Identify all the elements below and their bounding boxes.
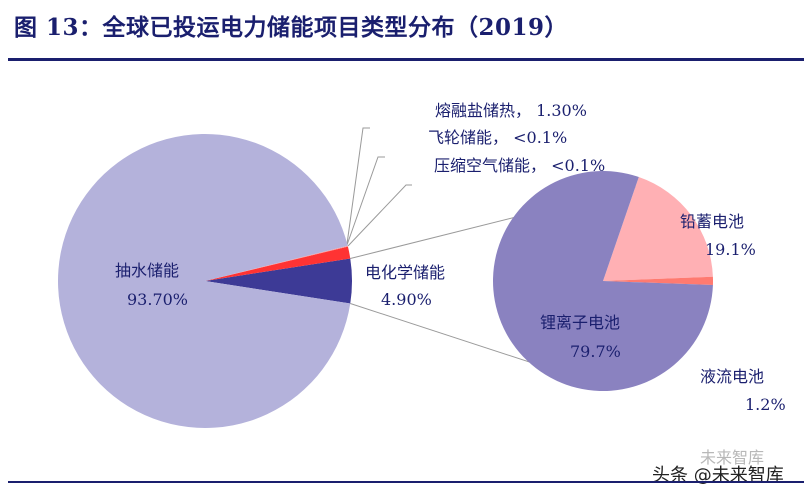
title-rule — [8, 58, 804, 61]
watermark-main: 头条 @未来智库 — [652, 465, 784, 486]
slice-lead — [603, 176, 713, 281]
label-flywheel-sep: ， — [492, 128, 513, 147]
label-pumped-name: 抽水储能 — [115, 261, 179, 280]
leader-line-molten-salt — [346, 127, 370, 245]
label-molten-salt: 熔融盐储热， 1.30% — [435, 101, 587, 120]
label-flow-name: 液流电池 — [700, 367, 764, 386]
label-molten-salt-sep: ， — [515, 101, 536, 120]
electrochemical-breakdown-pie — [493, 170, 714, 391]
label-pumped-value: 93.70% — [127, 290, 188, 309]
label-flywheel-value: <0.1% — [513, 128, 567, 147]
main-pie — [57, 133, 352, 428]
leader-line-compressed-air — [347, 184, 412, 247]
slice-compressed-air — [205, 245, 348, 281]
label-electrochemical-name: 电化学储能 — [365, 263, 445, 282]
label-lead-name: 铅蓄电池 — [680, 212, 744, 231]
chart-title: 图 13：全球已投运电力储能项目类型分布（2019） — [14, 14, 569, 41]
label-compressed-air-sep: ， — [530, 156, 551, 175]
label-molten-salt-name: 熔融盐储热 — [435, 101, 515, 120]
label-compressed-air-value: <0.1% — [551, 156, 605, 175]
label-compressed-air: 压缩空气储能， <0.1% — [434, 156, 605, 175]
slice-pumped — [57, 133, 351, 428]
label-compressed-air-name: 压缩空气储能 — [434, 156, 530, 175]
label-flow-value: 1.2% — [745, 395, 786, 414]
slice-lithium — [493, 170, 713, 391]
label-lithium-value: 79.7% — [570, 342, 621, 361]
footer-rule — [8, 481, 804, 483]
watermark-faint: 未来智库 — [700, 448, 765, 467]
slice-molten-salt — [205, 246, 351, 281]
label-lead-value: 19.1% — [705, 240, 756, 259]
label-molten-salt-value: 1.30% — [536, 101, 587, 120]
label-electrochemical-value: 4.90% — [381, 290, 432, 309]
label-lithium-name: 锂离子电池 — [540, 313, 620, 332]
label-flywheel-name: 飞轮储能 — [428, 128, 492, 147]
slice-flow — [603, 276, 714, 285]
slice-flywheel — [205, 246, 348, 281]
slice-electrochemical — [205, 258, 352, 304]
label-flywheel: 飞轮储能， <0.1% — [428, 128, 567, 147]
leader-line-flywheel — [346, 156, 385, 246]
